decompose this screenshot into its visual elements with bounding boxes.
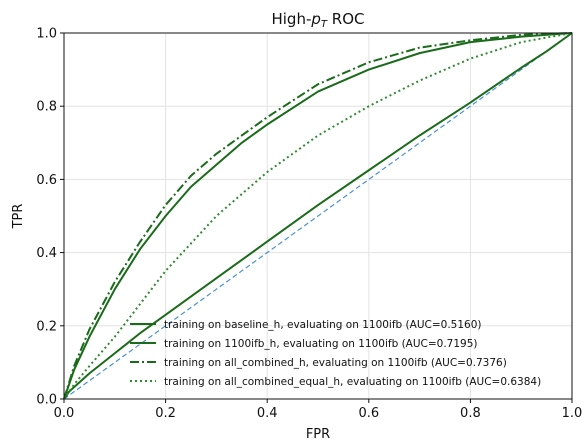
series-line-1 xyxy=(63,32,573,400)
x-axis-label: FPR xyxy=(306,427,330,441)
y-axis-label: TPR xyxy=(11,204,26,230)
x-tick-label: 0.0 xyxy=(54,406,75,421)
axis-ticks: 0.0 0.2 0.4 0.6 0.8 1.0 0.0 0.2 0.4 0.6 0.8 1.0 xyxy=(36,27,582,422)
plot-frame xyxy=(63,32,573,400)
y-tick-label: 0.8 xyxy=(36,100,57,115)
x-tick-label: 0.8 xyxy=(460,406,481,421)
chart-title: High-pT ROC xyxy=(271,10,364,30)
legend-entry-3: training on all_combined_h, evaluating o… xyxy=(164,357,507,369)
y-tick-label: 0.0 xyxy=(36,393,57,408)
x-tick-label: 0.4 xyxy=(257,406,278,421)
y-tick-label: 0.6 xyxy=(36,173,57,188)
plot-border xyxy=(63,32,573,400)
legend: training on baseline_h, evaluating on 11… xyxy=(130,319,541,388)
legend-entry-1: training on baseline_h, evaluating on 11… xyxy=(164,319,481,331)
series-line-2 xyxy=(63,32,573,400)
legend-entry-4: training on all_combined_equal_h, evalua… xyxy=(164,376,541,388)
legend-entry-2: training on 1100ifb_h, evaluating on 110… xyxy=(164,338,478,350)
y-tick-label: 0.2 xyxy=(36,319,57,334)
y-tick-label: 1.0 xyxy=(36,27,57,42)
x-tick-label: 0.6 xyxy=(358,406,379,421)
y-tick-label: 0.4 xyxy=(36,246,57,261)
series-line-4 xyxy=(63,32,573,400)
x-tick-label: 0.2 xyxy=(155,406,176,421)
x-tick-label: 1.0 xyxy=(562,406,583,421)
series-lines xyxy=(63,32,573,400)
series-line-3 xyxy=(63,32,573,400)
reference-diagonal-line xyxy=(63,32,573,400)
